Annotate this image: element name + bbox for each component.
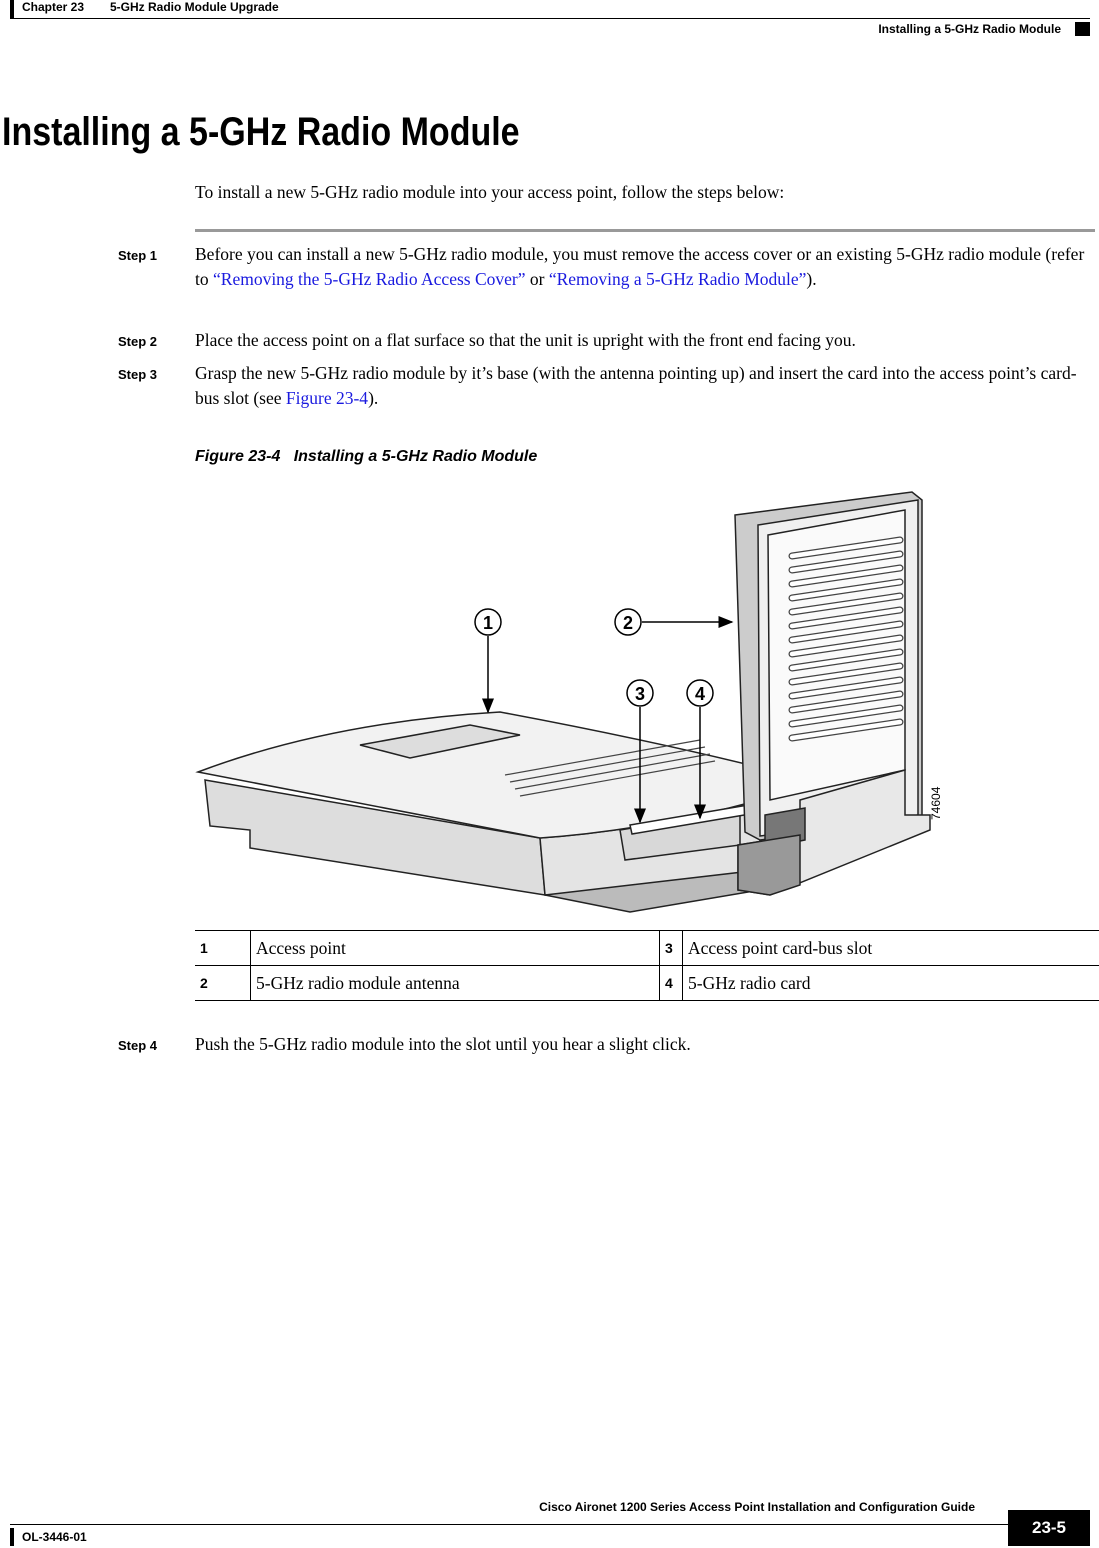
step-text: Place the access point on a flat surface… xyxy=(195,328,1095,353)
step-label: Step 4 xyxy=(118,1038,158,1053)
text: ). xyxy=(368,388,379,408)
link[interactable]: “Removing the 5-GHz Radio Access Cover” xyxy=(213,269,526,289)
link[interactable]: “Removing a 5-GHz Radio Module” xyxy=(548,269,807,289)
callouts: 1 2 3 4 xyxy=(483,613,705,704)
link[interactable]: Figure 23-4 xyxy=(285,388,369,408)
header-box xyxy=(1075,22,1090,36)
row: 2 5-GHz radio module antenna 4 5-GHz rad… xyxy=(195,965,1099,1001)
slot-fill xyxy=(789,537,903,741)
cell: 1 xyxy=(195,930,251,966)
figure-caption: Figure 23-4 Installing a 5-GHz Radio Mod… xyxy=(195,448,537,466)
cell: 5-GHz radio module antenna xyxy=(250,965,660,1001)
figure-number: Figure 23-4 xyxy=(195,448,281,465)
ap-label xyxy=(359,724,521,759)
callout-circles xyxy=(474,608,714,707)
step-text: Push the 5-GHz radio module into the slo… xyxy=(195,1034,691,1054)
rule xyxy=(195,229,1095,232)
cell: 4 xyxy=(659,965,683,1001)
page-box xyxy=(1008,1510,1090,1546)
row: 1 Access point 3 Access point card-bus s… xyxy=(195,930,1099,966)
guide-title: Cisco Aironet 1200 Series Access Point I… xyxy=(539,1500,975,1514)
cell: 3 xyxy=(659,930,683,966)
callout: 3 xyxy=(635,684,645,704)
text: or xyxy=(525,269,549,289)
intro: To install a new 5-GHz radio module into… xyxy=(195,182,785,202)
cell: 2 xyxy=(195,965,251,1001)
heading: Installing a 5-GHz Radio Module xyxy=(2,110,520,154)
section: Installing a 5-GHz Radio Module xyxy=(878,22,1061,36)
vents xyxy=(504,739,716,797)
footer-rule xyxy=(10,1524,1090,1525)
text: ). xyxy=(806,269,817,289)
step-label: Step 2 xyxy=(118,334,158,349)
callout: 2 xyxy=(623,613,633,633)
step-text: Before you can install a new 5-GHz radio… xyxy=(195,242,1095,292)
doc-id: OL-3446-01 xyxy=(22,1530,87,1544)
base-front xyxy=(737,834,801,896)
text: Before you can install a new 5-GHz radio… xyxy=(195,244,1085,289)
footer-bar xyxy=(10,1528,14,1546)
cell: Access point xyxy=(250,930,660,966)
callout: 4 xyxy=(695,684,705,704)
page-number: 23-5 xyxy=(1031,1518,1067,1537)
step-text: Grasp the new 5-GHz radio module by it’s… xyxy=(195,361,1095,411)
chapter-title: 5-GHz Radio Module Upgrade xyxy=(110,0,279,14)
legend-table: 1 Access point 3 Access point card-bus s… xyxy=(195,930,1099,1001)
text: Place the access point on a flat surface… xyxy=(195,330,856,350)
callout: 1 xyxy=(483,613,493,633)
callout-arrows xyxy=(482,616,734,824)
figure-title: Installing a 5-GHz Radio Module xyxy=(293,448,538,465)
antenna-slots xyxy=(788,536,904,742)
header-rule xyxy=(10,18,1090,19)
chapter: Chapter 23 xyxy=(22,0,85,14)
art-id: 74604 xyxy=(929,786,943,820)
cell: Access point card-bus slot xyxy=(682,930,1099,966)
figure: 1 2 3 4 74604 xyxy=(195,491,943,913)
step-label: Step 1 xyxy=(118,248,158,263)
header-bar xyxy=(10,0,14,18)
text: Grasp the new 5-GHz radio module by it’s… xyxy=(195,363,1077,408)
cell: 5-GHz radio card xyxy=(682,965,1099,1001)
step-label: Step 3 xyxy=(118,367,158,382)
